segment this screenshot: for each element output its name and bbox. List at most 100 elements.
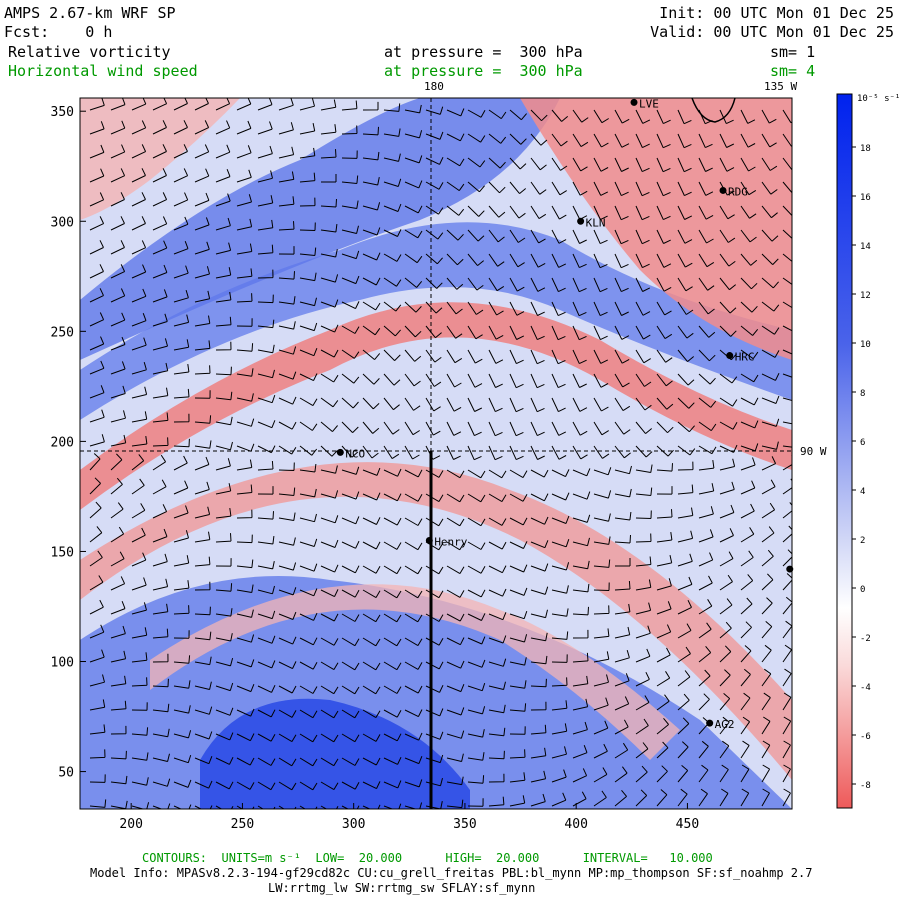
wind-barb (110, 775, 128, 785)
wind-barb (761, 692, 771, 711)
colorbar-label: 10 (860, 340, 871, 350)
wind-barb (152, 603, 169, 615)
wind-barb (656, 463, 673, 472)
wind-barb (425, 421, 441, 436)
wind-barb (488, 253, 505, 267)
y-tick-label: 50 (58, 766, 74, 781)
wind-barb (257, 344, 275, 354)
wind-barb (488, 612, 507, 621)
wind-barb (194, 681, 212, 690)
wind-barb (761, 441, 779, 450)
wind-barb (383, 103, 401, 112)
wind-barb (488, 704, 506, 714)
wind-barb (593, 743, 608, 759)
wind-barb (572, 768, 588, 783)
wind-barb (656, 205, 671, 221)
wind-barb (572, 629, 589, 639)
wind-barb (551, 469, 570, 478)
wind-barb (362, 177, 380, 186)
wind-barb (740, 133, 756, 148)
wind-barb (740, 764, 750, 783)
wind-barb (488, 277, 505, 292)
wind-barb (257, 585, 275, 595)
wind-barb (194, 440, 212, 449)
wind-barb (215, 291, 232, 303)
wind-barb (719, 574, 733, 591)
wind-barb (110, 453, 123, 471)
wind-barb (215, 583, 233, 592)
colorbar-label: 14 (860, 242, 871, 252)
wind-barb (173, 364, 190, 375)
wind-barb (299, 348, 318, 357)
wind-barb (446, 517, 465, 527)
wind-barb (572, 468, 591, 477)
wind-barb (656, 133, 671, 149)
colorbar-labels: 18 16 14 12 10 8 6 4 2 0 -2 -4 -6 -8 (852, 144, 871, 791)
wind-barb (131, 777, 149, 786)
wind-barb (446, 397, 462, 412)
wind-barb (530, 793, 546, 807)
wind-barb (173, 779, 192, 788)
wind-barb (572, 109, 589, 123)
wind-barb (656, 397, 674, 410)
wind-barb (446, 637, 465, 646)
wind-barb (131, 702, 148, 711)
wind-barb (593, 582, 610, 591)
wind-barb (194, 706, 213, 715)
wind-barb (215, 732, 234, 741)
wind-barb (446, 445, 461, 460)
wind-barb (635, 671, 650, 687)
wind-barb (677, 133, 692, 149)
wind-barb (131, 436, 148, 447)
wind-barb (152, 144, 167, 159)
wind-barb (89, 288, 104, 303)
wind-barb (194, 581, 211, 591)
wind-barb (194, 631, 212, 641)
wind-barb (719, 157, 735, 172)
wind-barb (782, 668, 792, 687)
wind-barb (341, 565, 360, 574)
colorbar (836, 93, 853, 809)
wind-barb (404, 779, 423, 788)
wind-barb (488, 373, 503, 388)
wind-barb (236, 393, 254, 402)
wind-barb (740, 443, 759, 452)
wind-barb (614, 421, 631, 435)
wind-barb (593, 133, 609, 148)
wind-barb (173, 730, 192, 739)
wind-barb (446, 108, 465, 117)
wind-barb (278, 271, 295, 280)
wind-barb (761, 418, 780, 427)
wind-barb (698, 575, 713, 591)
wind-barb (89, 409, 105, 423)
wind-barb (278, 462, 295, 471)
wind-barb (194, 266, 210, 279)
wind-barb (677, 530, 694, 543)
wind-barb (110, 192, 125, 207)
wind-barb (425, 156, 444, 165)
wind-barb (467, 493, 486, 503)
wind-barb (530, 397, 545, 413)
wind-barb (131, 752, 149, 761)
wind-barb (257, 635, 276, 644)
wind-barb (320, 324, 339, 333)
wind-barb (404, 373, 421, 387)
wind-barb (446, 181, 465, 192)
init-time: Init: 00 UTC Mon 01 Dec 25 (659, 4, 894, 22)
wind-barb (131, 240, 147, 255)
wind-barb (194, 340, 211, 351)
wind-barb (677, 507, 694, 519)
wind-barb (341, 709, 360, 719)
wind-barb (572, 583, 590, 593)
wind-barb (719, 229, 736, 243)
wind-barb (488, 635, 507, 644)
wind-barb (614, 649, 630, 663)
wind-barb (446, 541, 465, 551)
wind-barb (383, 203, 402, 212)
wind-barb (782, 253, 792, 263)
wind-barb (110, 120, 126, 135)
wind-barb (173, 680, 191, 689)
wind-barb (593, 767, 608, 783)
wind-barb (488, 445, 503, 461)
wind-barb (698, 277, 715, 291)
